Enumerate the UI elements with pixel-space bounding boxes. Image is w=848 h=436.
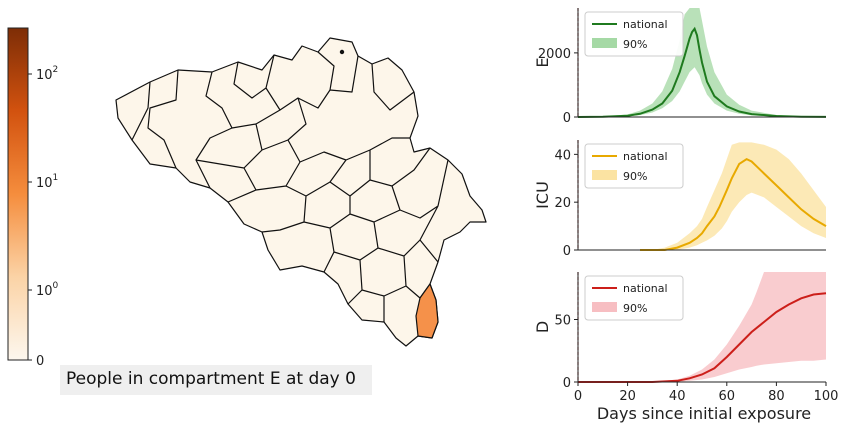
national-line	[577, 26, 827, 118]
highlighted-region	[415, 283, 439, 339]
y-tick-label: 2000	[538, 47, 571, 62]
national-line	[578, 292, 827, 383]
y-tick-label: 50	[554, 314, 571, 329]
y-tick-label: 0	[563, 244, 571, 259]
band-90	[578, 272, 826, 382]
x-tick-label: 80	[768, 389, 785, 404]
enclave-dot	[339, 49, 345, 55]
legend-label: 90%	[623, 170, 647, 183]
legend-label: national	[623, 282, 668, 295]
x-tick-label: 0	[574, 389, 582, 404]
caption: People in compartment E at day 0	[66, 369, 356, 389]
x-axis-label: Days since initial exposure	[597, 404, 811, 423]
colorbar-ticks: 0 100 101 102	[28, 65, 59, 369]
y-tick-label: 0	[563, 111, 571, 126]
y-axis-label: ICU	[533, 181, 552, 209]
chart-panel-icu: 0 20 40 ICU national 90%	[533, 140, 827, 259]
x-tick-label: 60	[719, 389, 736, 404]
x-tick-label: 40	[669, 389, 686, 404]
band-90	[640, 142, 826, 250]
belgium-map	[115, 37, 487, 347]
legend-label: 90%	[623, 38, 647, 51]
legend-label: national	[623, 18, 668, 31]
legend-band-swatch	[592, 302, 617, 312]
x-tick-label: 100	[814, 389, 839, 404]
region-borders	[131, 51, 449, 322]
x-tick-label: 20	[619, 389, 636, 404]
caption-box	[60, 365, 372, 395]
y-tick-label: 0	[563, 376, 571, 391]
colorbar-tick-label: 102	[36, 65, 58, 83]
colorbar-tick-label: 100	[36, 281, 59, 299]
colorbar-tick-label: 0	[36, 354, 44, 369]
y-axis-label: E	[533, 57, 552, 67]
legend-label: 90%	[623, 302, 647, 315]
legend-band-swatch	[592, 38, 617, 48]
y-tick-label: 40	[554, 148, 571, 163]
legend-label: national	[623, 150, 668, 163]
colorbar-bar	[7, 27, 29, 361]
y-axis-label: D	[533, 321, 552, 333]
legend-band-swatch	[592, 170, 617, 180]
colorbar: 0 100 101 102	[7, 27, 59, 369]
colorbar-tick-label: 101	[36, 173, 58, 191]
national-line	[640, 157, 827, 251]
y-tick-label: 20	[554, 196, 571, 211]
